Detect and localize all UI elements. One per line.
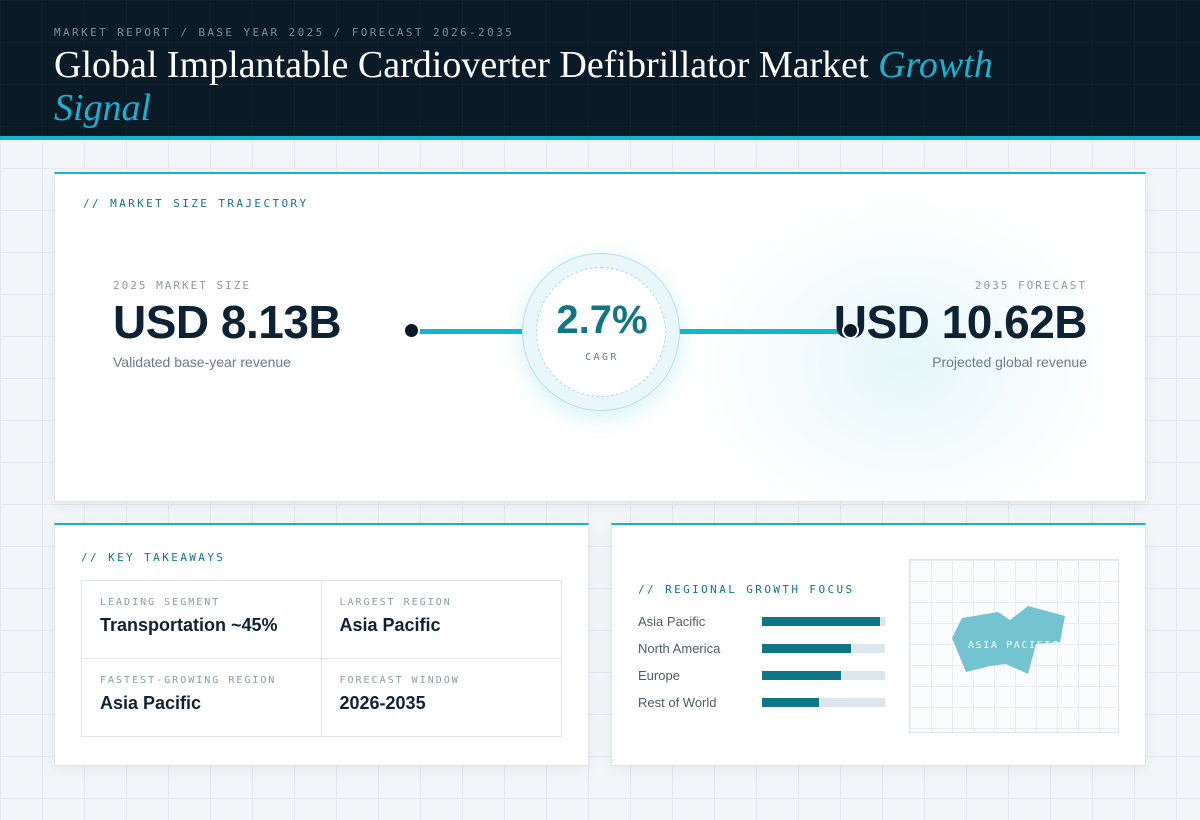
takeaway-fastest-growing-region: FASTEST-GROWING REGION Asia Pacific <box>82 658 322 736</box>
region-bar-fill <box>762 698 819 707</box>
map-region-label: ASIA PACIFIC <box>968 640 1060 651</box>
takeaway-forecast-window: FORECAST WINDOW 2026-2035 <box>322 659 562 737</box>
regional-section-label: // REGIONAL GROWTH FOCUS <box>638 583 855 596</box>
takeaway-value: Asia Pacific <box>339 615 441 635</box>
forecast-label: 2035 FORECAST <box>974 279 1087 292</box>
region-row-north-america: North America <box>638 641 888 657</box>
region-name: Asia Pacific <box>638 614 706 629</box>
takeaway-label: FASTEST-GROWING REGION <box>100 674 277 686</box>
region-bar-fill <box>762 671 841 680</box>
takeaway-leading-segment: LEADING SEGMENT Transportation ~45% <box>82 581 322 659</box>
takeaway-label: FORECAST WINDOW <box>339 674 460 686</box>
base-year-value: USD 8.13B <box>113 296 342 348</box>
report-header: MARKET REPORT / BASE YEAR 2025 / FORECAS… <box>0 0 1200 140</box>
title-accent: Growth Signal <box>54 44 993 129</box>
takeaways-section-label: // KEY TAKEAWAYS <box>81 551 226 564</box>
region-name: Europe <box>638 668 680 683</box>
takeaway-largest-region: LARGEST REGION Asia Pacific <box>321 581 561 659</box>
region-bar-track <box>762 698 885 707</box>
background-glow <box>695 194 1115 501</box>
cagr-value: 2.7% <box>556 298 648 342</box>
cagr-label: CAGR <box>585 352 619 363</box>
region-row-rest-of-world: Rest of World <box>638 695 888 711</box>
cagr-badge-inner: 2.7% CAGR <box>536 267 666 397</box>
page-title: Global Implantable Cardioverter Defibril… <box>54 44 1034 130</box>
takeaway-value: Transportation ~45% <box>100 615 278 635</box>
cagr-badge: 2.7% CAGR <box>522 253 680 411</box>
region-name: North America <box>638 641 721 656</box>
trajectory-start-dot <box>403 322 420 339</box>
title-main: Global Implantable Cardioverter Defibril… <box>54 44 869 86</box>
region-row-asia-pacific: Asia Pacific <box>638 614 888 630</box>
base-year-label: 2025 MARKET SIZE <box>113 279 251 292</box>
market-trajectory-card: // MARKET SIZE TRAJECTORY 2025 MARKET SI… <box>54 172 1146 502</box>
region-map: ASIA PACIFIC <box>909 559 1119 733</box>
region-bar-fill <box>762 644 851 653</box>
asia-pacific-shape <box>952 606 1065 674</box>
asia-pacific-map-icon <box>952 606 1065 674</box>
region-bar-track <box>762 617 885 626</box>
takeaway-value: Asia Pacific <box>100 692 202 713</box>
report-eyebrow: MARKET REPORT / BASE YEAR 2025 / FORECAS… <box>54 26 515 39</box>
region-name: Rest of World <box>638 695 717 710</box>
forecast-value: USD 10.62B <box>833 296 1088 348</box>
region-bar-track <box>762 671 885 680</box>
regional-growth-card: // REGIONAL GROWTH FOCUS Asia Pacific No… <box>611 523 1146 766</box>
region-bar-track <box>762 644 885 653</box>
region-row-europe: Europe <box>638 668 888 684</box>
key-takeaways-card: // KEY TAKEAWAYS LEADING SEGMENT Transpo… <box>54 523 589 766</box>
takeaway-label: LARGEST REGION <box>339 597 452 608</box>
trajectory-section-label: // MARKET SIZE TRAJECTORY <box>83 197 309 210</box>
region-bar-fill <box>762 617 881 626</box>
takeaways-grid: LEADING SEGMENT Transportation ~45% LARG… <box>81 580 562 737</box>
forecast-caption: Projected global revenue <box>932 354 1087 370</box>
base-year-caption: Validated base-year revenue <box>113 354 291 370</box>
takeaway-label: LEADING SEGMENT <box>100 597 221 608</box>
takeaway-value: 2026-2035 <box>339 692 426 713</box>
trajectory-end-dot <box>842 322 859 339</box>
